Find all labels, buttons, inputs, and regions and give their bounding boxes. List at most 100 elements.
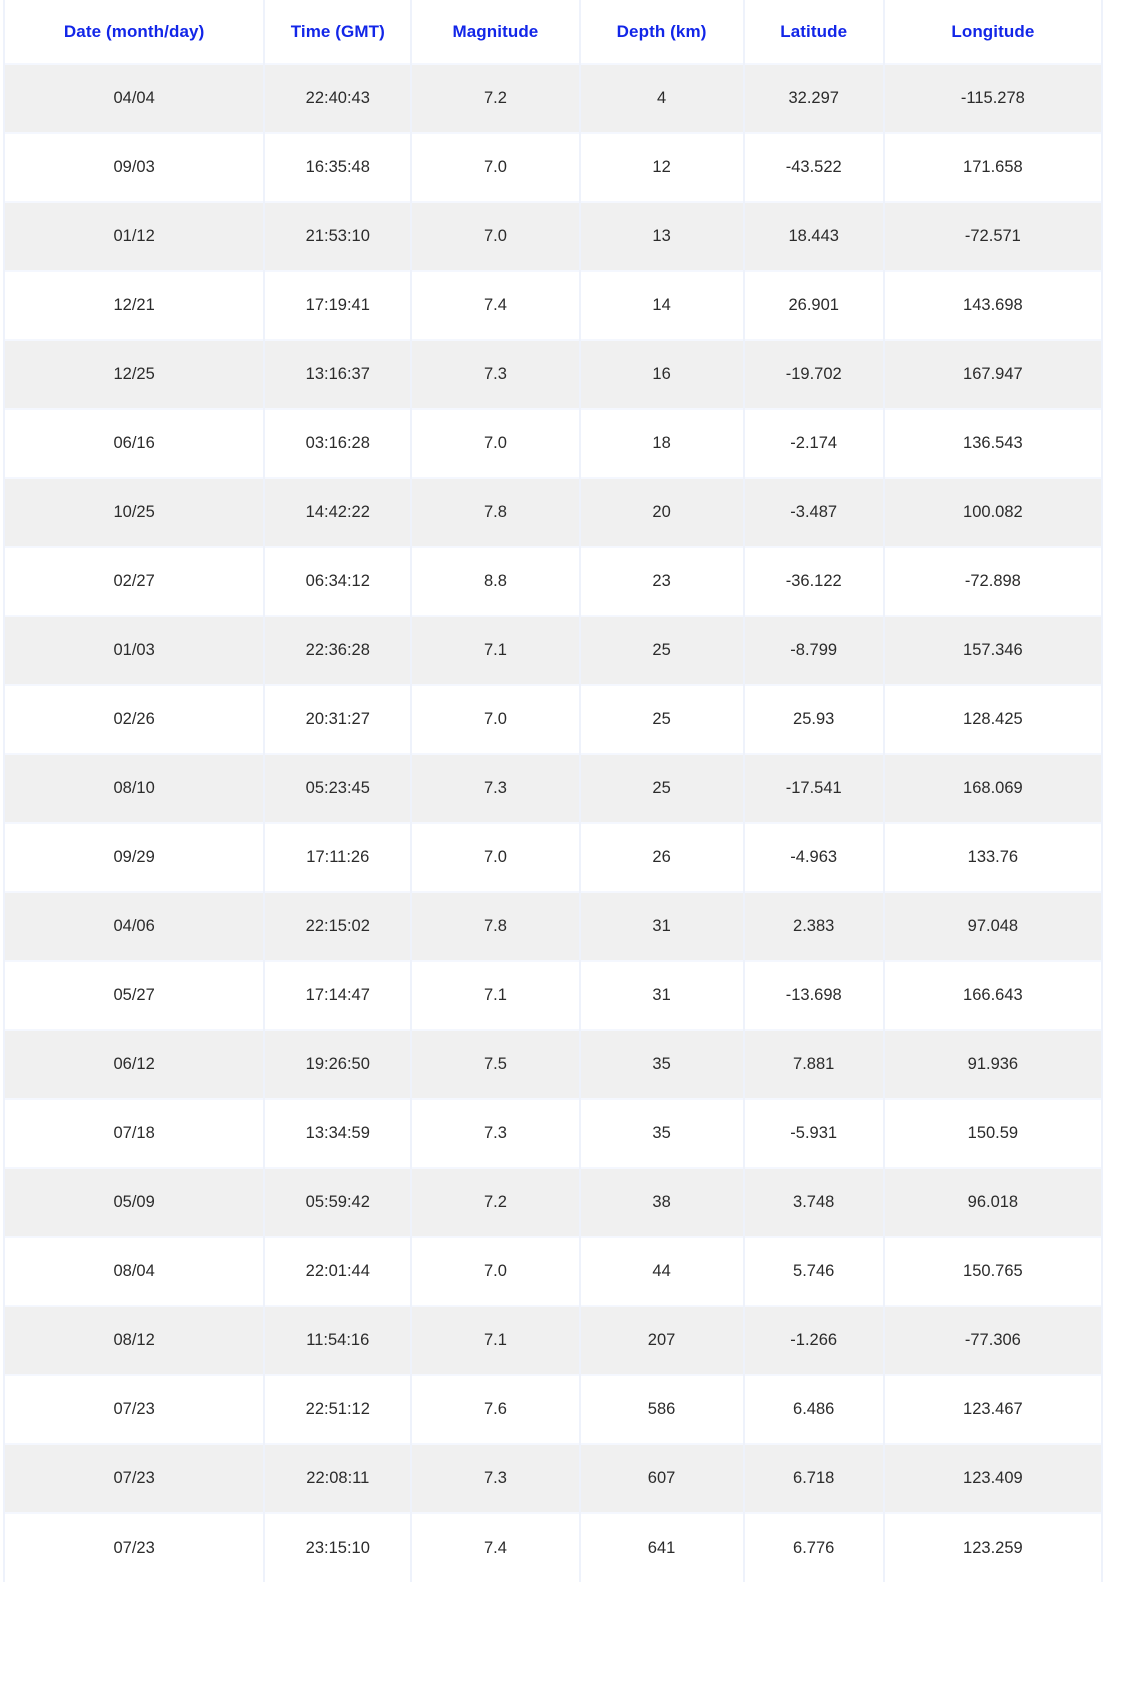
cell-magnitude: 7.3 xyxy=(410,753,581,823)
cell-latitude: -2.174 xyxy=(742,408,885,478)
cell-latitude: -19.702 xyxy=(742,339,885,409)
cell-longitude: -115.278 xyxy=(882,63,1104,133)
cell-latitude: -36.122 xyxy=(742,546,885,616)
column-header-longitude[interactable]: Longitude xyxy=(882,0,1104,64)
cell-date: 09/29 xyxy=(2,822,266,892)
cell-time: 20:31:27 xyxy=(263,684,413,754)
cell-longitude: 143.698 xyxy=(882,270,1104,340)
cell-depth: 16 xyxy=(578,339,745,409)
cell-magnitude: 7.1 xyxy=(410,1305,581,1375)
cell-depth: 38 xyxy=(578,1167,745,1237)
cell-magnitude: 7.0 xyxy=(410,1236,581,1306)
cell-date: 07/23 xyxy=(2,1443,266,1513)
cell-longitude: -72.898 xyxy=(882,546,1104,616)
cell-depth: 12 xyxy=(578,132,745,202)
cell-date: 06/12 xyxy=(2,1029,266,1099)
cell-longitude: 123.409 xyxy=(882,1443,1104,1513)
cell-magnitude: 7.0 xyxy=(410,201,581,271)
cell-magnitude: 7.0 xyxy=(410,408,581,478)
cell-magnitude: 7.0 xyxy=(410,132,581,202)
cell-date: 12/21 xyxy=(2,270,266,340)
cell-depth: 4 xyxy=(578,63,745,133)
cell-time: 13:34:59 xyxy=(263,1098,413,1168)
cell-longitude: 123.467 xyxy=(882,1374,1104,1444)
cell-longitude: 128.425 xyxy=(882,684,1104,754)
cell-magnitude: 7.0 xyxy=(410,822,581,892)
column-header-latitude[interactable]: Latitude xyxy=(742,0,885,64)
cell-depth: 207 xyxy=(578,1305,745,1375)
cell-depth: 14 xyxy=(578,270,745,340)
cell-longitude: 168.069 xyxy=(882,753,1104,823)
bottom-fade-overlay xyxy=(0,1672,1132,1698)
table-row[interactable]: 08/10 05:23:45 7.3 25 -17.541 168.069 xyxy=(2,753,1104,823)
table-row[interactable]: 12/25 13:16:37 7.3 16 -19.702 167.947 xyxy=(2,339,1104,409)
table-header: Date (month/day) Time (GMT) Magnitude De… xyxy=(2,0,1104,64)
table-row[interactable]: 06/12 19:26:50 7.5 35 7.881 91.936 xyxy=(2,1029,1104,1099)
table-row[interactable]: 12/21 17:19:41 7.4 14 26.901 143.698 xyxy=(2,270,1104,340)
cell-latitude: 26.901 xyxy=(742,270,885,340)
cell-depth: 31 xyxy=(578,960,745,1030)
cell-depth: 20 xyxy=(578,477,745,547)
table-row[interactable]: 10/25 14:42:22 7.8 20 -3.487 100.082 xyxy=(2,477,1104,547)
cell-date: 07/18 xyxy=(2,1098,266,1168)
column-header-depth[interactable]: Depth (km) xyxy=(578,0,745,64)
column-header-magnitude[interactable]: Magnitude xyxy=(410,0,581,64)
table-row[interactable]: 09/29 17:11:26 7.0 26 -4.963 133.76 xyxy=(2,822,1104,892)
table-row[interactable]: 01/03 22:36:28 7.1 25 -8.799 157.346 xyxy=(2,615,1104,685)
cell-latitude: 2.383 xyxy=(742,891,885,961)
cell-longitude: -72.571 xyxy=(882,201,1104,271)
cell-latitude: 7.881 xyxy=(742,1029,885,1099)
cell-time: 16:35:48 xyxy=(263,132,413,202)
cell-longitude: 123.259 xyxy=(882,1512,1104,1582)
table-row[interactable]: 04/04 22:40:43 7.2 4 32.297 -115.278 xyxy=(2,63,1104,133)
cell-latitude: 5.746 xyxy=(742,1236,885,1306)
table-row[interactable]: 07/23 22:51:12 7.6 586 6.486 123.467 xyxy=(2,1374,1104,1444)
cell-date: 08/12 xyxy=(2,1305,266,1375)
cell-latitude: -8.799 xyxy=(742,615,885,685)
cell-latitude: -4.963 xyxy=(742,822,885,892)
cell-time: 03:16:28 xyxy=(263,408,413,478)
cell-time: 22:36:28 xyxy=(263,615,413,685)
table-row[interactable]: 05/27 17:14:47 7.1 31 -13.698 166.643 xyxy=(2,960,1104,1030)
cell-date: 05/09 xyxy=(2,1167,266,1237)
table-row[interactable]: 09/03 16:35:48 7.0 12 -43.522 171.658 xyxy=(2,132,1104,202)
cell-latitude: -1.266 xyxy=(742,1305,885,1375)
cell-depth: 25 xyxy=(578,753,745,823)
cell-depth: 35 xyxy=(578,1029,745,1099)
table-row[interactable]: 07/23 22:08:11 7.3 607 6.718 123.409 xyxy=(2,1443,1104,1513)
cell-time: 22:51:12 xyxy=(263,1374,413,1444)
cell-date: 09/03 xyxy=(2,132,266,202)
table-row[interactable]: 04/06 22:15:02 7.8 31 2.383 97.048 xyxy=(2,891,1104,961)
cell-longitude: 171.658 xyxy=(882,132,1104,202)
table-row[interactable]: 08/04 22:01:44 7.0 44 5.746 150.765 xyxy=(2,1236,1104,1306)
cell-time: 21:53:10 xyxy=(263,201,413,271)
cell-time: 05:59:42 xyxy=(263,1167,413,1237)
cell-date: 05/27 xyxy=(2,960,266,1030)
table-row[interactable]: 08/12 11:54:16 7.1 207 -1.266 -77.306 xyxy=(2,1305,1104,1375)
table-row[interactable]: 07/23 23:15:10 7.4 641 6.776 123.259 xyxy=(2,1512,1104,1582)
column-header-date[interactable]: Date (month/day) xyxy=(2,0,266,64)
table-row[interactable]: 02/26 20:31:27 7.0 25 25.93 128.425 xyxy=(2,684,1104,754)
cell-longitude: 96.018 xyxy=(882,1167,1104,1237)
cell-latitude: 3.748 xyxy=(742,1167,885,1237)
cell-depth: 44 xyxy=(578,1236,745,1306)
table-header-row: Date (month/day) Time (GMT) Magnitude De… xyxy=(2,0,1104,64)
cell-magnitude: 7.3 xyxy=(410,1443,581,1513)
cell-magnitude: 8.8 xyxy=(410,546,581,616)
table-row[interactable]: 01/12 21:53:10 7.0 13 18.443 -72.571 xyxy=(2,201,1104,271)
cell-latitude: 32.297 xyxy=(742,63,885,133)
cell-depth: 586 xyxy=(578,1374,745,1444)
table-row[interactable]: 05/09 05:59:42 7.2 38 3.748 96.018 xyxy=(2,1167,1104,1237)
column-header-time[interactable]: Time (GMT) xyxy=(263,0,413,64)
table-row[interactable]: 07/18 13:34:59 7.3 35 -5.931 150.59 xyxy=(2,1098,1104,1168)
cell-depth: 35 xyxy=(578,1098,745,1168)
cell-time: 19:26:50 xyxy=(263,1029,413,1099)
cell-magnitude: 7.3 xyxy=(410,339,581,409)
cell-depth: 31 xyxy=(578,891,745,961)
cell-latitude: 6.776 xyxy=(742,1512,885,1582)
table-row[interactable]: 06/16 03:16:28 7.0 18 -2.174 136.543 xyxy=(2,408,1104,478)
cell-date: 04/04 xyxy=(2,63,266,133)
table-row[interactable]: 02/27 06:34:12 8.8 23 -36.122 -72.898 xyxy=(2,546,1104,616)
cell-latitude: 25.93 xyxy=(742,684,885,754)
cell-latitude: -5.931 xyxy=(742,1098,885,1168)
